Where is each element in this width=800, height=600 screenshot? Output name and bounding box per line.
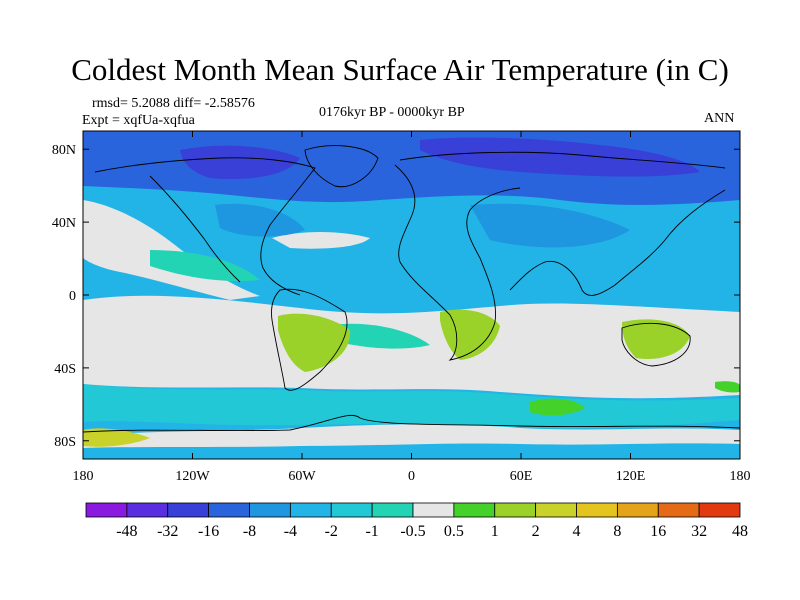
colorbar-swatch [289, 502, 332, 518]
colorbar-label: -32 [157, 523, 178, 540]
colorbar-swatch [453, 502, 496, 518]
colorbar-label: 8 [613, 523, 621, 540]
colorbar-swatch [412, 502, 455, 518]
colorbar-label: -1 [365, 523, 378, 540]
lon-tick-label: 60E [510, 469, 533, 484]
colorbar-swatch [85, 502, 128, 518]
coast-north-america-west [149, 175, 241, 283]
map-title: Coldest Month Mean Surface Air Temperatu… [71, 52, 729, 87]
lat-tick-label: 80S [54, 435, 76, 450]
experiment-label: Expt = xqfUa-xqfua [82, 113, 195, 128]
teal-patch-satl [330, 323, 430, 349]
lon-tick-label: 120W [175, 469, 210, 484]
light-negative-usa [215, 203, 305, 237]
coast-north-america [94, 157, 316, 296]
lon-tick-label: 0 [408, 469, 415, 484]
lat-tick-label: 40N [52, 216, 76, 231]
positive-southern-ocean [530, 398, 585, 416]
colorbar-label: 32 [691, 523, 707, 540]
colorbar-swatch [616, 502, 659, 518]
cyan-southern-band [83, 384, 740, 429]
colorbar-swatch [371, 502, 414, 518]
positive-australia [622, 319, 690, 360]
stats-text: rmsd= 5.2088 diff= -2.58576 [92, 96, 255, 111]
colorbar-swatch [657, 502, 700, 518]
colorbar-label: 16 [650, 523, 666, 540]
lon-tick-label: 120E [616, 469, 646, 484]
lat-tick-label: 40S [54, 362, 76, 377]
colorbar-swatch [208, 502, 250, 518]
colorbar: -48 -32 -16 -8 -4 -2 -1 -0.5 0.5 1 2 4 8 16 32 48 [85, 502, 748, 540]
colorbar-swatch [126, 502, 169, 518]
coast-asia-east [509, 189, 726, 296]
positive-south-america [278, 313, 351, 372]
coast-greenland [304, 145, 379, 188]
colorbar-label: -48 [116, 523, 137, 540]
colorbar-swatch [494, 502, 537, 518]
temperature-field [83, 131, 740, 448]
season-label: ANN [704, 111, 735, 126]
positive-africa [440, 309, 500, 360]
colorbar-label: 1 [491, 523, 499, 540]
colorbar-label: 0.5 [444, 523, 464, 540]
colorbar-label: -16 [198, 523, 219, 540]
coast-eurasia-north [399, 151, 726, 169]
coast-australia [621, 322, 691, 367]
coast-europe-africa [394, 164, 521, 361]
axes: 80N 40N 0 40S 80S 180 120W 60W 0 60E 120E 180 [52, 131, 751, 484]
light-negative-asia [470, 203, 630, 248]
colorbar-label: 2 [532, 523, 540, 540]
colorbar-swatch [535, 502, 577, 518]
positive-sw-corner [83, 428, 150, 447]
colorbar-label: -2 [325, 523, 338, 540]
coast-antarctica [83, 414, 740, 433]
colorbar-label: 4 [573, 523, 581, 540]
lon-tick-label: 180 [730, 469, 751, 484]
colorbar-swatch [698, 502, 741, 518]
neutral-atlantic-patch [272, 232, 370, 249]
coastlines [83, 145, 740, 433]
colorbar-swatch [249, 502, 291, 518]
colorbar-label: -0.5 [400, 523, 425, 540]
coast-south-america [271, 288, 348, 391]
lon-tick-label: 60W [288, 469, 316, 484]
colorbar-swatch [330, 502, 373, 518]
teal-patch-npac [150, 250, 260, 282]
positive-se-corner [715, 381, 740, 393]
strong-negative-north-america [180, 145, 300, 180]
strong-negative-eurasia [420, 137, 700, 177]
lat-tick-label: 0 [69, 289, 76, 304]
lat-tick-label: 80N [52, 143, 76, 158]
colorbar-label: -4 [284, 523, 297, 540]
colorbar-label: -8 [243, 523, 256, 540]
lon-tick-label: 180 [73, 469, 94, 484]
colorbar-swatch [576, 502, 618, 518]
period-label: 0176kyr BP - 0000kyr BP [319, 105, 465, 120]
colorbar-swatch [167, 502, 210, 518]
colorbar-label: 48 [732, 523, 748, 540]
